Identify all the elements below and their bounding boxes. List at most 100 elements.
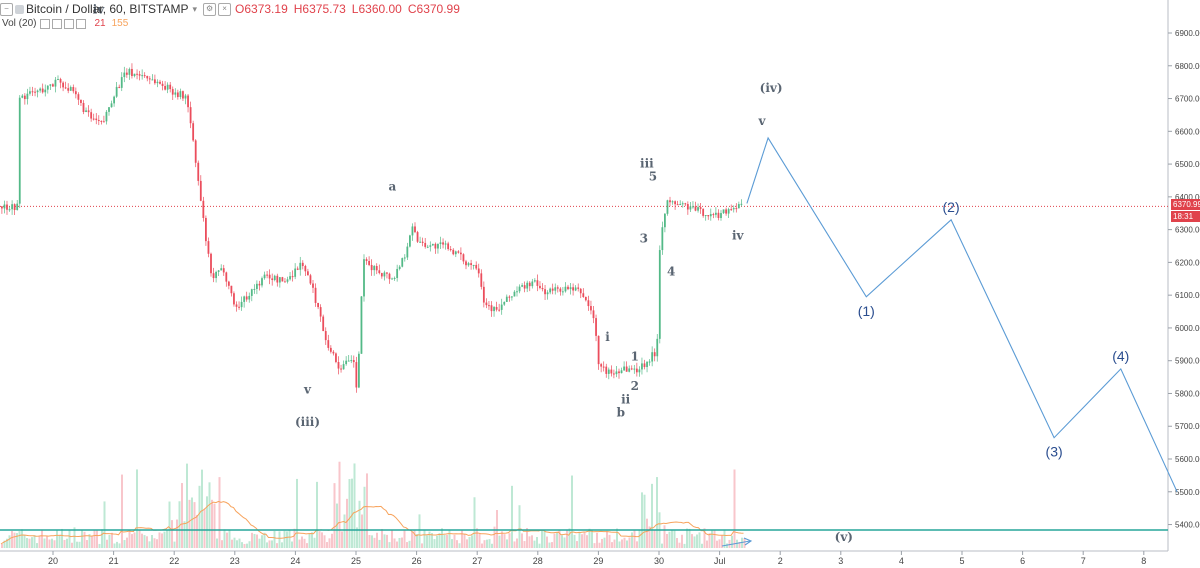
candle-body [304,266,307,272]
candle-body [625,366,628,372]
volume-label[interactable]: Vol (20) [2,18,37,29]
volume-value-2: 155 [111,18,129,29]
candle-body [192,123,195,141]
candle-body [46,85,49,90]
x-tick-label: 22 [169,556,179,566]
candle-body [335,353,337,363]
candle-body [212,273,215,279]
volume-bar [573,534,576,548]
collapse-icon[interactable]: − [0,2,13,16]
candle-body [13,204,16,210]
candle-body [704,215,707,217]
candle-body [692,206,694,208]
candle-body [29,91,31,94]
candle-body [480,273,483,287]
volume-bar [523,541,526,548]
volume-bar [3,540,6,548]
candle-body [296,268,299,270]
volume-bar [663,525,666,548]
candle-body [646,361,648,368]
candle-body [477,268,480,274]
candle-body [133,73,136,77]
projection-wave-label: (3) [1046,444,1063,460]
volume-bar [246,543,248,548]
candle-body [470,263,472,265]
volume-bar [58,535,61,548]
volume-bar [213,503,216,548]
candle-body [681,203,684,205]
candle-body [493,307,495,312]
volume-bar [258,538,261,548]
candle-body [159,81,161,84]
candle-body [319,307,322,317]
volume-bar [188,499,191,548]
volume-bar [443,534,446,548]
elliott-projection-line[interactable] [746,136,1178,493]
candle-body [284,281,286,283]
candle-body [592,310,595,319]
candle-body [184,95,187,99]
candle-body [271,278,274,281]
candle-body [513,291,516,297]
candle-body [141,75,144,77]
volume-bar [516,538,518,548]
delete-icon[interactable] [64,18,75,29]
volume-bar [713,530,716,548]
volume-bar [536,537,538,548]
volume-bar [76,541,78,548]
volume-bar [498,535,501,548]
volume-bar [546,536,548,548]
settings-icon[interactable]: ⚙ [203,2,217,16]
price-axis[interactable] [1168,0,1200,568]
volume-bar [163,531,166,548]
wave-label: iv [93,2,106,16]
volume-bar [488,539,491,548]
volume-bar [558,530,561,548]
volume-bar [358,500,361,548]
volume-bar [661,543,663,548]
candle-body [465,261,467,266]
eye-icon[interactable] [40,18,51,29]
symbol-icon [15,4,24,14]
candle-body [533,280,536,282]
chart-header: − Bitcoin / Dollar, 60, BITSTAMP ▾ ⚙ × O… [0,0,460,18]
candle-body [31,91,34,93]
candle-body [419,241,421,243]
volume-bar [711,530,713,548]
symbol-title[interactable]: Bitcoin / Dollar, 60, BITSTAMP [26,2,189,16]
settings-icon[interactable] [52,18,63,29]
candle-body [370,264,373,271]
candle-body [388,273,391,280]
candle-body [511,296,513,298]
close-icon[interactable]: × [218,2,232,16]
candle-body [263,274,266,279]
candle-body [536,280,539,286]
volume-bar [506,539,508,548]
candle-body [110,103,113,108]
candle-body [727,209,730,214]
candle-body [256,283,258,289]
volume-bar [316,481,318,548]
volume-bar [263,532,266,548]
wave-label: (iii) [295,415,320,429]
candle-body [77,94,80,100]
candle-body [278,277,281,283]
volume-bar [46,535,48,548]
wave-label: 3 [640,232,648,246]
candle-body [643,363,646,368]
volume-bar [328,538,331,548]
candle-body [322,316,325,332]
volume-bar [623,537,626,548]
candle-body [431,243,434,246]
dropdown-icon[interactable]: ▾ [192,3,198,14]
x-tick-label: 27 [472,556,482,566]
volume-bar [26,538,28,548]
candle-body [314,287,317,303]
more-icon[interactable] [76,18,87,29]
volume-bar [483,540,486,548]
volume-bar [591,530,593,548]
volume-bar [436,535,438,548]
candle-body [179,91,182,98]
volume-bar [86,540,88,548]
